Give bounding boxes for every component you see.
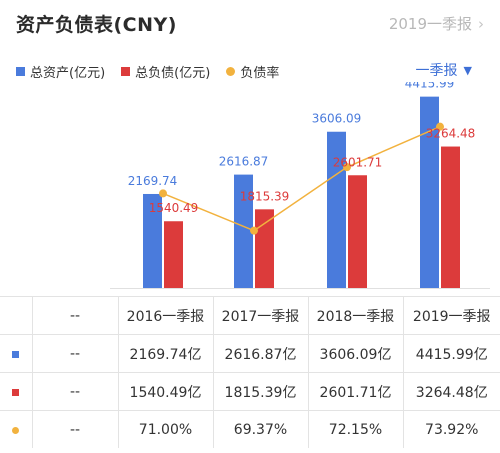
table-cell: 2601.71亿 (307, 372, 403, 411)
ratio-point (343, 163, 351, 172)
period-selector-button[interactable]: 2019一季报 › (389, 13, 484, 34)
table-cell (0, 296, 32, 335)
table-row: -- 2169.74亿 2616.87亿 3606.09亿 4415.99亿 (0, 334, 500, 373)
ratio-swatch-icon (226, 67, 236, 76)
bar-assets (420, 96, 439, 288)
data-table: -- 2016一季报 2017一季报 2018一季报 2019一季报 -- 2169.74亿… (0, 296, 500, 448)
legend-label-liabilities: 总负债(亿元) (135, 66, 211, 81)
caret-down-icon: ▼ (463, 63, 472, 77)
balance-chart: 2169.74 1540.49 2616.87 1815.39 3606.09 2601.… (110, 82, 490, 289)
table-cell: 1540.49亿 (117, 372, 213, 411)
data-label-liabilities: 2601.71 (333, 155, 383, 169)
table-cell: 3606.09亿 (307, 334, 403, 373)
legend-item-ratio[interactable]: 负债率 (226, 62, 279, 81)
data-label-liabilities: 1815.39 (240, 189, 290, 203)
liabilities-swatch-icon (121, 67, 131, 76)
data-label-assets: 3606.09 (312, 112, 362, 126)
table-cell: 69.37% (212, 410, 308, 448)
table-cell: 71.00% (117, 410, 213, 448)
data-label-assets: 2169.74 (128, 174, 178, 188)
data-label-liabilities: 1540.49 (149, 201, 199, 215)
data-label-liabilities: 3264.48 (426, 127, 476, 141)
bar-liabilities (348, 175, 367, 288)
period-label: 2019一季报 (388, 15, 472, 33)
table-cell: -- (31, 372, 118, 411)
table-marker-cell (0, 372, 32, 411)
table-cell: -- (31, 410, 118, 448)
table-header-cell: 2016一季报 (117, 296, 213, 335)
assets-swatch-icon (16, 67, 25, 76)
table-row: -- 71.00% 69.37% 72.15% 73.92% (0, 410, 500, 448)
table-cell: 4415.99亿 (402, 334, 500, 373)
bar-assets (143, 193, 162, 288)
report-type-dropdown[interactable]: 一季报 ▼ (416, 60, 472, 80)
table-row: -- 1540.49亿 1815.39亿 2601.71亿 3264.48亿 (0, 372, 500, 411)
table-cell: 72.15% (307, 410, 403, 448)
table-header-cell: 2018一季报 (307, 296, 403, 335)
table-marker-cell (0, 410, 32, 448)
table-marker-cell (0, 334, 32, 373)
table-cell: 2169.74亿 (117, 334, 213, 373)
table-header-row: -- 2016一季报 2017一季报 2018一季报 2019一季报 (0, 296, 500, 335)
assets-marker-icon (12, 350, 20, 358)
page-title: 资产负债表(CNY) (16, 14, 177, 36)
ratio-marker-icon (12, 426, 20, 434)
table-header-cell: 2017一季报 (212, 296, 308, 335)
bar-liabilities (164, 221, 183, 288)
data-label-assets: 4415.99 (405, 82, 455, 91)
bar-liabilities (255, 209, 274, 288)
ratio-point (250, 226, 258, 235)
table-cell: 1815.39亿 (212, 372, 308, 411)
data-label-assets: 2616.87 (219, 155, 269, 169)
chevron-right-icon: › (478, 14, 484, 33)
ratio-line (162, 125, 441, 232)
bar-liabilities (441, 146, 460, 288)
table-header-cell: 2019一季报 (402, 296, 500, 335)
table-cell: 3264.48亿 (402, 372, 500, 411)
ratio-point (159, 189, 167, 198)
legend-label-assets: 总资产(亿元) (30, 66, 106, 81)
chart-legend: 总资产(亿元) 总负债(亿元) 负债率 (16, 62, 295, 81)
legend-item-liabilities[interactable]: 总负债(亿元) (121, 62, 210, 81)
bar-assets (234, 174, 253, 288)
table-cell: 73.92% (402, 410, 500, 448)
table-cell: 2616.87亿 (212, 334, 308, 373)
header: 资产负债表(CNY) 2019一季报 › (0, 0, 500, 52)
dropdown-label: 一季报 (415, 63, 458, 79)
liabilities-marker-icon (12, 388, 20, 396)
legend-label-ratio: 负债率 (240, 66, 280, 81)
legend-item-assets[interactable]: 总资产(亿元) (16, 62, 105, 81)
table-cell: -- (31, 334, 118, 373)
table-header-cell: -- (31, 296, 118, 335)
ratio-point (436, 122, 444, 131)
